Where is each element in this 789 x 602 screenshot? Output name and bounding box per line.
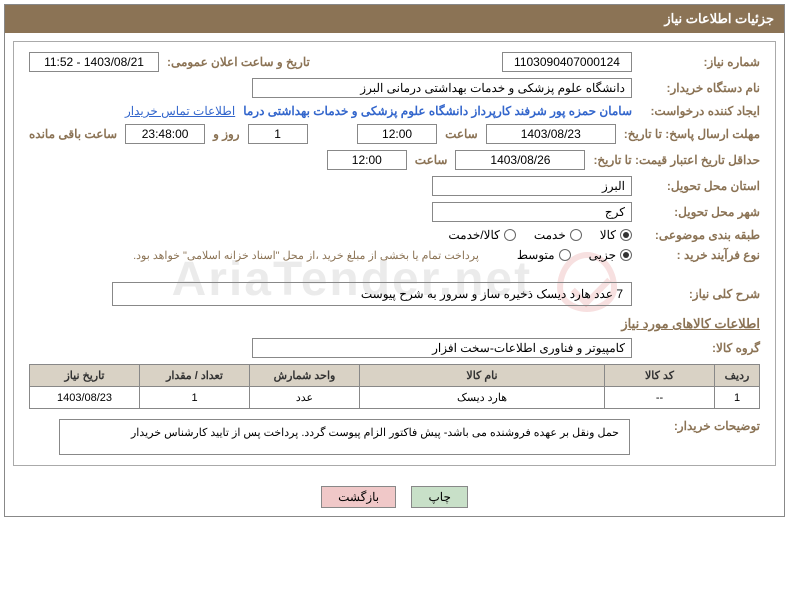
print-button[interactable]: چاپ <box>411 486 467 508</box>
button-row: چاپ بازگشت <box>5 474 784 516</box>
back-button[interactable]: بازگشت <box>321 486 396 508</box>
days-and-label: روز و <box>213 127 240 141</box>
radio-medium-icon <box>559 249 571 261</box>
row-requester: ایجاد کننده درخواست: سامان حمزه پور شرفن… <box>29 104 760 118</box>
validity-date-field: 1403/08/26 <box>455 150 585 170</box>
validity-label: حداقل تاریخ اعتبار قیمت: تا تاریخ: <box>593 153 760 167</box>
radio-both[interactable]: کالا/خدمت <box>448 228 515 242</box>
row-validity: حداقل تاریخ اعتبار قیمت: تا تاریخ: 1403/… <box>29 150 760 170</box>
explain-label: توضیحات خریدار: <box>640 419 760 433</box>
radio-service-icon <box>570 229 582 241</box>
row-explain: توضیحات خریدار: حمل ونقل بر عهده فروشنده… <box>29 419 760 455</box>
main-container: جزئیات اطلاعات نیاز AriaTender.net شماره… <box>4 4 785 517</box>
row-group: گروه کالا: کامپیوتر و فناوری اطلاعات-سخت… <box>29 338 760 358</box>
need-no-label: شماره نیاز: <box>640 55 760 69</box>
content-panel: AriaTender.net شماره نیاز: 1103090407000… <box>13 41 776 466</box>
remain-label: ساعت باقی مانده <box>29 127 117 141</box>
goods-table: ردیف کد کالا نام کالا واحد شمارش تعداد /… <box>29 364 760 409</box>
th-unit: واحد شمارش <box>250 365 360 387</box>
row-overview: شرح کلی نیاز: 7 عدد هارد دیسک ذخیره ساز … <box>29 282 760 306</box>
radio-partial[interactable]: جزیی <box>589 248 632 262</box>
radio-both-label: کالا/خدمت <box>448 228 499 242</box>
need-no-field: 1103090407000124 <box>502 52 632 72</box>
announce-label: تاریخ و ساعت اعلان عمومی: <box>167 55 310 69</box>
td-code: -- <box>605 387 715 409</box>
overview-label: شرح کلی نیاز: <box>640 287 760 301</box>
radio-partial-icon <box>620 249 632 261</box>
row-category: طبقه بندی موضوعی: کالا خدمت کالا/خدمت <box>29 228 760 242</box>
td-date: 1403/08/23 <box>30 387 140 409</box>
time-label-2: ساعت <box>415 153 448 167</box>
table-header-row: ردیف کد کالا نام کالا واحد شمارش تعداد /… <box>30 365 760 387</box>
group-field: کامپیوتر و فناوری اطلاعات-سخت افزار <box>252 338 632 358</box>
radio-medium[interactable]: متوسط <box>517 248 571 262</box>
buyer-field: دانشگاه علوم پزشکی و خدمات بهداشتی درمان… <box>252 78 632 98</box>
radio-goods[interactable]: کالا <box>600 228 632 242</box>
th-row: ردیف <box>715 365 760 387</box>
row-need-no: شماره نیاز: 1103090407000124 تاریخ و ساع… <box>29 52 760 72</box>
radio-service[interactable]: خدمت <box>534 228 582 242</box>
radio-goods-icon <box>620 229 632 241</box>
process-radio-group: جزیی متوسط <box>517 248 632 262</box>
header-title: جزئیات اطلاعات نیاز <box>664 11 774 26</box>
td-row: 1 <box>715 387 760 409</box>
header-bar: جزئیات اطلاعات نیاز <box>5 5 784 33</box>
th-code: کد کالا <box>605 365 715 387</box>
category-radio-group: کالا خدمت کالا/خدمت <box>448 228 632 242</box>
group-label: گروه کالا: <box>640 341 760 355</box>
radio-both-icon <box>504 229 516 241</box>
th-name: نام کالا <box>360 365 605 387</box>
city-label: شهر محل تحویل: <box>640 205 760 219</box>
contact-link[interactable]: اطلاعات تماس خریدار <box>125 104 235 118</box>
deadline-label: مهلت ارسال پاسخ: تا تاریخ: <box>624 127 760 141</box>
category-label: طبقه بندی موضوعی: <box>640 228 760 242</box>
radio-goods-label: کالا <box>600 228 616 242</box>
row-deadline: مهلت ارسال پاسخ: تا تاریخ: 1403/08/23 سا… <box>29 124 760 144</box>
th-date: تاریخ نیاز <box>30 365 140 387</box>
overview-box: 7 عدد هارد دیسک ذخیره ساز و سرور به شرح … <box>112 282 632 306</box>
buyer-label: نام دستگاه خریدار: <box>640 81 760 95</box>
radio-partial-label: جزیی <box>589 248 616 262</box>
radio-service-label: خدمت <box>534 228 566 242</box>
deadline-time-field: 12:00 <box>357 124 437 144</box>
goods-info-title: اطلاعات کالاهای مورد نیاز <box>29 316 760 332</box>
province-label: استان محل تحویل: <box>640 179 760 193</box>
radio-medium-label: متوسط <box>517 248 555 262</box>
announce-field: 1403/08/21 - 11:52 <box>29 52 159 72</box>
remain-time-field: 23:48:00 <box>125 124 205 144</box>
validity-time-field: 12:00 <box>327 150 407 170</box>
process-label: نوع فرآیند خرید : <box>640 248 760 262</box>
td-qty: 1 <box>140 387 250 409</box>
payment-note: پرداخت تمام یا بخشی از مبلغ خرید ،از محل… <box>133 249 479 262</box>
requester-text: سامان حمزه پور شرفند کارپرداز دانشگاه عل… <box>243 104 632 118</box>
row-buyer: نام دستگاه خریدار: دانشگاه علوم پزشکی و … <box>29 78 760 98</box>
days-count-field: 1 <box>248 124 308 144</box>
row-province: استان محل تحویل: البرز <box>29 176 760 196</box>
province-field: البرز <box>432 176 632 196</box>
td-unit: عدد <box>250 387 360 409</box>
th-qty: تعداد / مقدار <box>140 365 250 387</box>
deadline-date-field: 1403/08/23 <box>486 124 616 144</box>
table-row: 1 -- هارد دیسک عدد 1 1403/08/23 <box>30 387 760 409</box>
row-city: شهر محل تحویل: کرج <box>29 202 760 222</box>
city-field: کرج <box>432 202 632 222</box>
row-process: نوع فرآیند خرید : جزیی متوسط پرداخت تمام… <box>29 248 760 262</box>
td-name: هارد دیسک <box>360 387 605 409</box>
explain-box: حمل ونقل بر عهده فروشنده می باشد- پیش فا… <box>59 419 630 455</box>
requester-label: ایجاد کننده درخواست: <box>640 104 760 118</box>
time-label-1: ساعت <box>445 127 478 141</box>
